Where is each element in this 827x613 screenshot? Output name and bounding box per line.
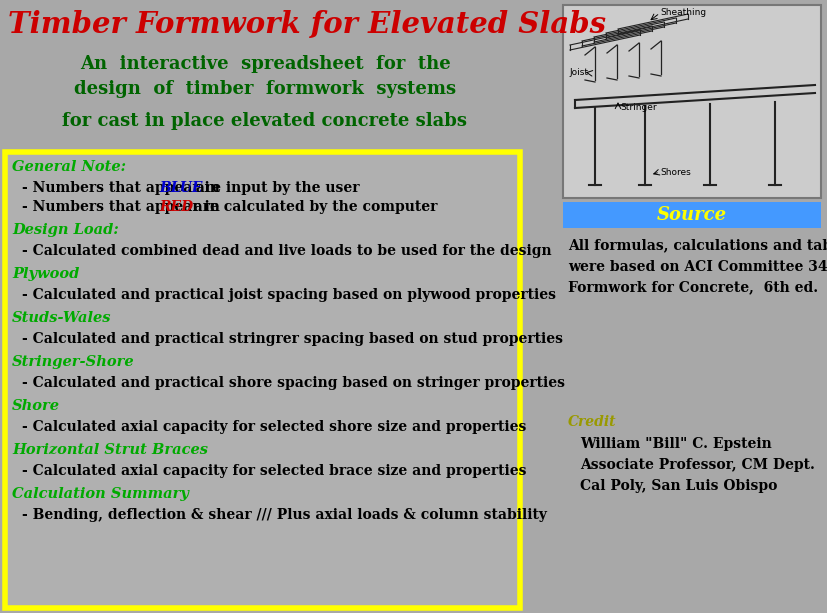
Text: - Calculated axial capacity for selected brace size and properties: - Calculated axial capacity for selected… xyxy=(22,464,527,478)
Text: Source: Source xyxy=(657,206,727,224)
Text: Timber Formwork for Elevated Slabs: Timber Formwork for Elevated Slabs xyxy=(8,10,606,39)
Text: - Numbers that appear in: - Numbers that appear in xyxy=(22,200,225,214)
Text: are calculated by the computer: are calculated by the computer xyxy=(179,200,437,214)
Text: Design Load:: Design Load: xyxy=(12,223,119,237)
Text: - Bending, deflection & shear /// Plus axial loads & column stability: - Bending, deflection & shear /// Plus a… xyxy=(22,508,547,522)
FancyBboxPatch shape xyxy=(5,152,520,608)
Text: Sheathing: Sheathing xyxy=(660,8,706,17)
Text: Formwork for Concrete,  6th ed.: Formwork for Concrete, 6th ed. xyxy=(568,280,818,294)
Text: Associate Professor, CM Dept.: Associate Professor, CM Dept. xyxy=(580,458,815,472)
Text: - Calculated and practical joist spacing based on plywood properties: - Calculated and practical joist spacing… xyxy=(22,288,556,302)
Text: - Calculated and practical shore spacing based on stringer properties: - Calculated and practical shore spacing… xyxy=(22,376,565,390)
Text: Studs-Wales: Studs-Wales xyxy=(12,311,112,325)
Text: - Calculated combined dead and live loads to be used for the design: - Calculated combined dead and live load… xyxy=(22,244,552,258)
Text: Horizontal Strut Braces: Horizontal Strut Braces xyxy=(12,443,208,457)
FancyBboxPatch shape xyxy=(563,5,821,198)
Text: Shore: Shore xyxy=(12,399,60,413)
Text: are input by the user: are input by the user xyxy=(185,181,359,195)
Text: Shores: Shores xyxy=(660,168,691,177)
Text: Calculation Summary: Calculation Summary xyxy=(12,487,189,501)
Text: An  interactive  spreadsheet  for  the: An interactive spreadsheet for the xyxy=(79,55,451,73)
FancyBboxPatch shape xyxy=(563,202,821,228)
Text: William "Bill" C. Epstein: William "Bill" C. Epstein xyxy=(580,437,772,451)
Text: Stringer: Stringer xyxy=(620,103,657,112)
Text: Joist: Joist xyxy=(569,68,588,77)
Text: - Numbers that appear in: - Numbers that appear in xyxy=(22,181,225,195)
Text: Credit: Credit xyxy=(568,415,616,429)
Text: Plywood: Plywood xyxy=(12,267,79,281)
Text: All formulas, calculations and tables: All formulas, calculations and tables xyxy=(568,238,827,252)
Text: for cast in place elevated concrete slabs: for cast in place elevated concrete slab… xyxy=(63,112,467,130)
Text: Cal Poly, San Luis Obispo: Cal Poly, San Luis Obispo xyxy=(580,479,777,493)
Text: General Note:: General Note: xyxy=(12,160,126,174)
Text: RED: RED xyxy=(160,200,194,214)
Text: - Calculated and practical stringrer spacing based on stud properties: - Calculated and practical stringrer spa… xyxy=(22,332,563,346)
Text: design  of  timber  formwork  systems: design of timber formwork systems xyxy=(74,80,456,98)
Text: Stringer-Shore: Stringer-Shore xyxy=(12,355,135,369)
Text: BLUE: BLUE xyxy=(160,181,203,195)
Text: were based on ACI Committee 347,: were based on ACI Committee 347, xyxy=(568,259,827,273)
Text: - Calculated axial capacity for selected shore size and properties: - Calculated axial capacity for selected… xyxy=(22,420,526,434)
